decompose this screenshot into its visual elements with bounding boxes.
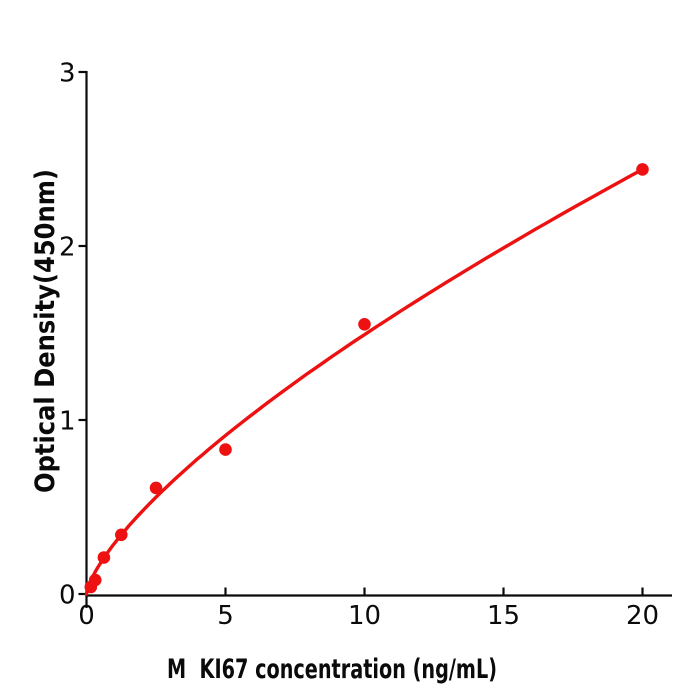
data-point bbox=[219, 443, 232, 456]
data-point bbox=[88, 573, 102, 587]
axes: 0 5 10 15 20 0 1 2 3 bbox=[59, 59, 672, 631]
data-points bbox=[84, 163, 649, 594]
fit-curve-line bbox=[84, 167, 645, 596]
data-point bbox=[115, 528, 128, 542]
data-point bbox=[358, 318, 371, 331]
x-axis-title: M KI67 concentration (ng/mL) bbox=[167, 654, 497, 685]
data-point bbox=[636, 163, 649, 176]
x-tick-label: 0 bbox=[78, 601, 95, 631]
y-tick-label: 3 bbox=[59, 59, 76, 89]
x-tick-label: 10 bbox=[348, 601, 381, 631]
x-tick-label: 5 bbox=[217, 601, 234, 631]
x-tick-label: 15 bbox=[487, 601, 520, 631]
x-tick-label: 20 bbox=[626, 601, 659, 631]
y-tick-label: 1 bbox=[59, 407, 76, 437]
data-point bbox=[149, 481, 163, 495]
y-tick-label: 2 bbox=[59, 233, 76, 263]
y-tick-label: 0 bbox=[59, 581, 76, 611]
data-point bbox=[97, 551, 111, 564]
y-axis-title: Optical Density(450nm) bbox=[30, 169, 61, 493]
